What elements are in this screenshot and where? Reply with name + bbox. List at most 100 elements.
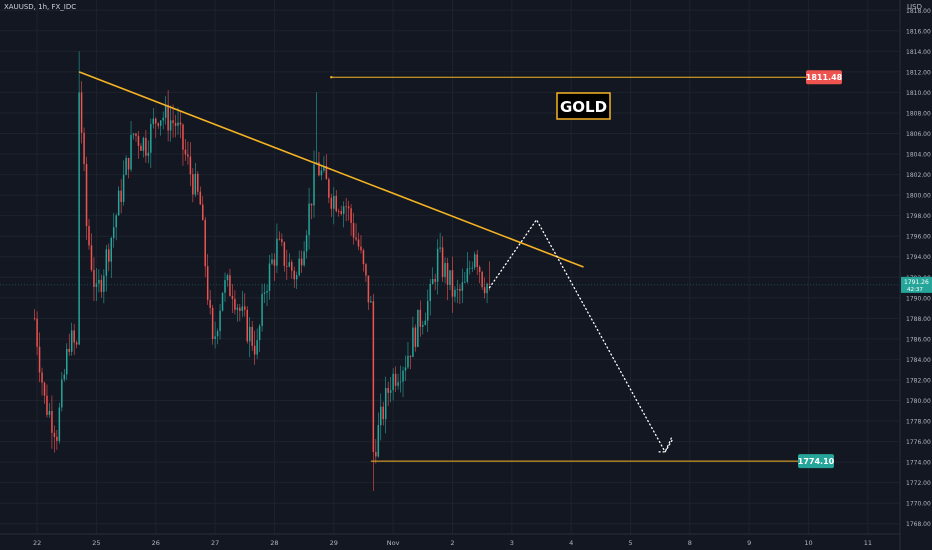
candle-body — [404, 367, 407, 371]
candle-body — [162, 117, 164, 121]
time-tick-label: 26 — [152, 539, 160, 547]
candle-body — [323, 165, 325, 171]
candle-body — [347, 206, 350, 209]
last-price-countdown: 42:37 — [907, 287, 923, 293]
candle-body — [293, 270, 295, 280]
candle-body — [169, 120, 172, 131]
candle-body — [333, 195, 335, 209]
symbol-label: XAUUSD, 1h, FX_IDC — [4, 3, 77, 11]
price-tick-label: 1772.00 — [906, 480, 931, 487]
candle-body — [345, 206, 347, 208]
time-tick-label: 27 — [211, 539, 219, 547]
candle-body — [308, 203, 310, 236]
price-tick-label: 1798.00 — [906, 213, 931, 220]
candle-body — [394, 373, 397, 386]
candle-body — [83, 132, 85, 164]
price-tick-label: 1794.00 — [906, 254, 931, 261]
candle-body — [459, 288, 461, 291]
candle-body — [80, 92, 83, 133]
candle-body — [199, 191, 202, 205]
candle-body — [291, 262, 293, 271]
candle-body — [112, 227, 115, 239]
candle-body — [46, 395, 48, 415]
candle-body — [392, 373, 394, 391]
candle-body — [234, 299, 236, 310]
candle-body — [434, 279, 436, 282]
price-tick-label: 1800.00 — [906, 193, 931, 200]
candle-body — [187, 154, 189, 157]
candle-body — [125, 157, 127, 175]
candle-body — [209, 299, 211, 308]
candle-body — [417, 309, 419, 347]
candle-body — [278, 238, 281, 240]
price-tick-label: 1784.00 — [906, 357, 931, 364]
candle-body — [357, 239, 360, 247]
candle-body — [295, 275, 298, 280]
candle-body — [201, 204, 204, 220]
candle-body — [36, 318, 38, 347]
candle-body — [108, 249, 110, 262]
candle-body — [61, 379, 63, 408]
candle-body — [283, 242, 286, 266]
candle-body — [214, 336, 216, 339]
candle-body — [58, 407, 61, 441]
candle-body — [276, 238, 278, 266]
candle-body — [414, 327, 417, 347]
candle-body — [239, 307, 241, 311]
candle-body — [273, 259, 276, 266]
candle-body — [216, 331, 219, 337]
candle-body — [73, 330, 75, 343]
candle-body — [88, 226, 90, 246]
time-tick-label: 8 — [688, 539, 692, 547]
candle-body — [70, 330, 73, 352]
candle-body — [409, 355, 412, 358]
candle-body — [197, 173, 199, 192]
candle-body — [256, 340, 258, 355]
candle-body — [93, 269, 95, 287]
candle-body — [266, 290, 268, 293]
time-tick-label: 29 — [330, 539, 338, 547]
candle-body — [476, 254, 478, 267]
candle-body — [362, 250, 365, 265]
candle-body — [219, 310, 221, 332]
candle-body — [478, 266, 481, 272]
candle-body — [206, 266, 209, 300]
candle-body — [90, 245, 93, 270]
candle-body — [424, 320, 427, 325]
price-tick-label: 1776.00 — [906, 439, 931, 446]
candle-body — [328, 179, 330, 198]
candle-body — [194, 173, 197, 195]
candle-body — [127, 157, 130, 170]
price-tick-label: 1786.00 — [906, 336, 931, 343]
candle-body — [298, 258, 300, 276]
candle-body — [360, 246, 362, 251]
price-tick-label: 1780.00 — [906, 398, 931, 405]
candle-body — [471, 267, 474, 269]
candle-body — [100, 279, 103, 292]
price-tick-label: 1782.00 — [906, 377, 931, 384]
candle-body — [446, 262, 449, 285]
candle-body — [350, 208, 352, 223]
last-price-value: 1791.26 — [904, 279, 929, 286]
candle-body — [246, 309, 249, 342]
candle-body — [337, 211, 340, 212]
annotation-box — [556, 92, 611, 120]
candle-body — [98, 279, 100, 284]
candle-body — [429, 283, 431, 301]
candle-body — [412, 327, 414, 358]
candle-body — [473, 254, 476, 268]
candle-body — [140, 145, 142, 151]
candle-body — [241, 306, 244, 311]
candle-body — [375, 451, 377, 457]
support-level-tag — [798, 454, 834, 469]
price-tick-label: 1768.00 — [906, 521, 931, 528]
price-tick-label: 1808.00 — [906, 110, 931, 117]
candle-body — [221, 292, 224, 311]
candle-body — [454, 289, 456, 297]
candle-body — [182, 124, 184, 150]
resistance-level-value: 1811.48 — [806, 73, 843, 82]
candle-body — [310, 203, 313, 206]
candle-body — [63, 374, 66, 380]
